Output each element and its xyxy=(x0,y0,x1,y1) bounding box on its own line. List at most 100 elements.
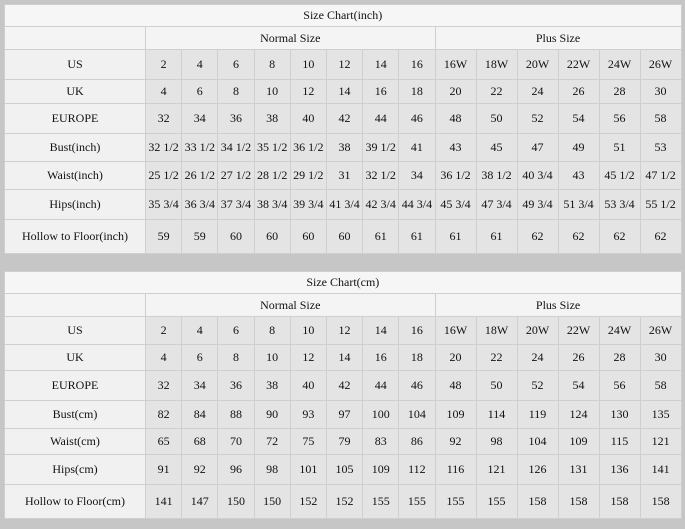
size-cell: 14 xyxy=(362,316,400,345)
table-row: EUROPE 32 34 36 38 40 42 44 46 48 50 52 54 56 58 xyxy=(4,103,682,134)
size-cell: 8 xyxy=(253,49,291,80)
size-cell: 25 1/2 xyxy=(144,161,183,190)
size-cell: 26 xyxy=(557,344,600,371)
size-cell: 26 xyxy=(557,79,600,104)
size-cell: 62 xyxy=(557,219,600,254)
size-cell: 158 xyxy=(598,484,641,519)
size-cell: 36 3/4 xyxy=(181,189,219,220)
size-cell: 52 xyxy=(516,370,559,401)
size-cell: 62 xyxy=(639,219,682,254)
size-cell: 47 xyxy=(516,133,559,162)
size-cell: 8 xyxy=(253,316,291,345)
table-row: US 2 4 6 8 10 12 14 16 16W 18W 20W 22W 24W 26W xyxy=(4,49,682,80)
size-cell: 60 xyxy=(325,219,364,254)
size-cell: 104 xyxy=(398,400,436,429)
size-cell: 16 xyxy=(362,344,400,371)
size-cell: 4 xyxy=(181,316,219,345)
size-cell: 86 xyxy=(398,428,436,455)
table-row: UK 4 6 8 10 12 14 16 18 20 22 24 26 28 30 xyxy=(4,79,682,104)
size-cell: 53 3/4 xyxy=(598,189,641,220)
size-cell: 10 xyxy=(253,79,291,104)
size-cell: 98 xyxy=(253,454,291,485)
row-label: UK xyxy=(4,79,146,104)
size-cell: 16 xyxy=(362,79,400,104)
size-cell: 51 xyxy=(598,133,641,162)
size-cell: 14 xyxy=(362,49,400,80)
size-cell: 28 xyxy=(598,79,641,104)
size-cell: 34 1/2 xyxy=(217,133,255,162)
row-label: EUROPE xyxy=(4,103,146,134)
size-cell: 12 xyxy=(325,49,364,80)
size-cell: 40 xyxy=(289,370,327,401)
size-cell: 14 xyxy=(325,344,364,371)
size-cell: 158 xyxy=(516,484,559,519)
size-cell: 61 xyxy=(362,219,400,254)
size-cell: 88 xyxy=(217,400,255,429)
corner-cell xyxy=(4,26,146,50)
size-chart-inch: Size Chart(inch) Normal Size Plus Size US 2 4… xyxy=(4,4,682,254)
size-cell: 61 xyxy=(434,219,477,254)
size-cell: 4 xyxy=(144,79,183,104)
size-cell: 46 xyxy=(398,370,436,401)
size-cell: 16 xyxy=(398,49,436,80)
size-cell: 12 xyxy=(325,316,364,345)
size-cell: 26W xyxy=(639,316,682,345)
size-cell: 96 xyxy=(217,454,255,485)
row-label: Hips(cm) xyxy=(4,454,146,485)
size-cell: 34 xyxy=(398,161,436,190)
size-cell: 18W xyxy=(475,49,518,80)
row-label: Bust(inch) xyxy=(4,133,146,162)
size-cell: 20 xyxy=(434,344,477,371)
size-cell: 141 xyxy=(144,484,183,519)
size-cell: 36 1/2 xyxy=(289,133,327,162)
row-label: Waist(cm) xyxy=(4,428,146,455)
size-cell: 152 xyxy=(325,484,364,519)
size-cell: 155 xyxy=(362,484,400,519)
size-cell: 72 xyxy=(253,428,291,455)
row-label: EUROPE xyxy=(4,370,146,401)
size-cell: 32 1/2 xyxy=(362,161,400,190)
table-row: Hollow to Floor(inch) 59 59 60 60 60 60 61 61 61 6… xyxy=(4,219,682,254)
size-cell: 30 xyxy=(639,344,682,371)
size-cell: 4 xyxy=(144,344,183,371)
size-cell: 56 xyxy=(598,103,641,134)
size-cell: 82 xyxy=(144,400,183,429)
table-row: Bust(cm) 82 84 88 90 93 97 100 104 109 114 119 124 13… xyxy=(4,400,682,429)
size-cell: 58 xyxy=(639,370,682,401)
size-cell: 37 3/4 xyxy=(217,189,255,220)
size-cell: 91 xyxy=(144,454,183,485)
size-cell: 52 xyxy=(516,103,559,134)
size-cell: 93 xyxy=(289,400,327,429)
size-cell: 32 xyxy=(144,370,183,401)
size-cell: 24W xyxy=(598,316,641,345)
size-cell: 147 xyxy=(181,484,219,519)
size-table: Size Chart(cm) Normal Size Plus Size US 2 4 6 8… xyxy=(4,271,682,519)
size-cell: 24W xyxy=(598,49,641,80)
size-cell: 8 xyxy=(217,344,255,371)
size-cell: 42 3/4 xyxy=(362,189,400,220)
size-cell: 24 xyxy=(516,79,559,104)
size-cell: 58 xyxy=(639,103,682,134)
size-cell: 49 3/4 xyxy=(516,189,559,220)
size-cell: 14 xyxy=(325,79,364,104)
size-cell: 83 xyxy=(362,428,400,455)
size-cell: 28 1/2 xyxy=(253,161,291,190)
size-cell: 28 xyxy=(598,344,641,371)
size-cell: 16 xyxy=(398,316,436,345)
size-cell: 92 xyxy=(181,454,219,485)
size-cell: 40 3/4 xyxy=(516,161,559,190)
size-cell: 60 xyxy=(217,219,255,254)
size-cell: 75 xyxy=(289,428,327,455)
size-cell: 41 3/4 xyxy=(325,189,364,220)
size-cell: 104 xyxy=(516,428,559,455)
size-cell: 100 xyxy=(362,400,400,429)
size-cell: 2 xyxy=(144,316,183,345)
size-cell: 65 xyxy=(144,428,183,455)
table-row: EUROPE 32 34 36 38 40 42 44 46 48 50 52 54 56 58 xyxy=(4,370,682,401)
size-cell: 116 xyxy=(434,454,477,485)
row-label: US xyxy=(4,49,146,80)
size-cell: 33 1/2 xyxy=(181,133,219,162)
size-cell: 26 1/2 xyxy=(181,161,219,190)
size-cell: 38 xyxy=(253,103,291,134)
size-cell: 39 3/4 xyxy=(289,189,327,220)
